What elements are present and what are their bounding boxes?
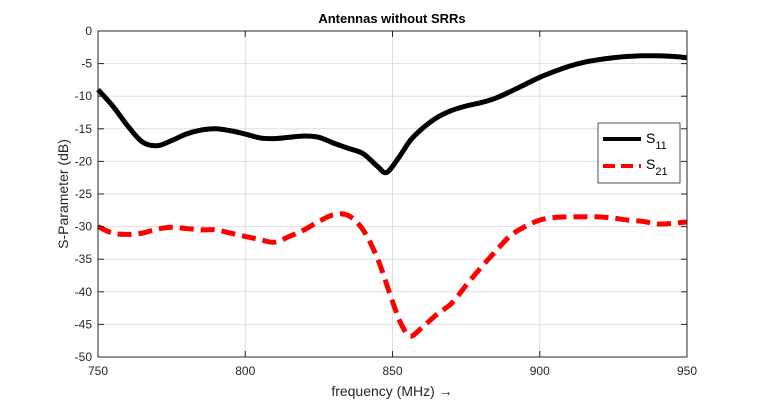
y-tick-label: -5: [81, 57, 92, 71]
y-tick-label: -35: [75, 252, 93, 266]
y-tick-label: -30: [75, 220, 93, 234]
y-tick-label: -20: [75, 154, 93, 168]
series-layer: [96, 53, 688, 339]
x-axis-label: frequency (MHz) →: [331, 383, 452, 399]
legend-box: [597, 122, 681, 184]
series-line-s21: [96, 211, 688, 339]
y-tick-label: -25: [75, 187, 93, 201]
ticks: [97, 30, 688, 358]
y-tick-label: -10: [75, 89, 93, 103]
tick-labels: 750 800 850 900 950 0 -5 -10 -15 -20 -25 -30 -35 -40 -…: [75, 24, 698, 378]
chart-title: Antennas without SRRs: [318, 11, 465, 26]
x-tick-label: 750: [88, 364, 108, 378]
y-tick-label: -50: [75, 350, 93, 364]
legend-label-s11: S11: [646, 130, 667, 152]
legend-label-s21: S21: [646, 156, 668, 178]
x-tick-label: 950: [677, 364, 697, 378]
x-tick-label: 850: [382, 364, 402, 378]
y-tick-label: -45: [75, 317, 93, 331]
series-line-s11: [96, 53, 688, 176]
y-tick-label: 0: [85, 24, 92, 38]
x-tick-label: 800: [235, 364, 255, 378]
y-axis-label: S-Parameter (dB): [55, 139, 71, 249]
legend: S11 S21: [597, 122, 681, 184]
y-tick-label: -40: [75, 285, 93, 299]
y-tick-label: -15: [75, 122, 93, 136]
x-tick-label: 900: [530, 364, 550, 378]
